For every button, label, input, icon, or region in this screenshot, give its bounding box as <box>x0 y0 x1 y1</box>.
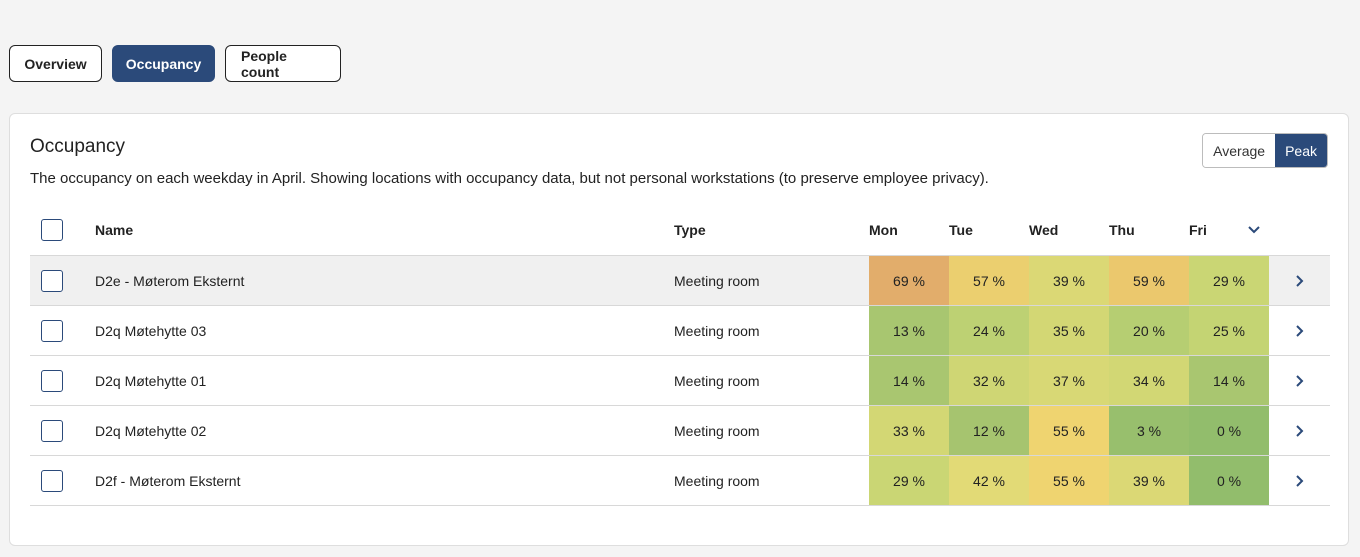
occupancy-mon: 69 % <box>869 255 949 306</box>
location-name: D2q Møtehytte 02 <box>95 405 674 456</box>
occupancy-tue: 57 % <box>949 255 1029 306</box>
column-header-thu[interactable]: Thu <box>1109 205 1189 256</box>
card-description: The occupancy on each weekday in April. … <box>30 170 989 187</box>
location-type: Meeting room <box>674 355 869 406</box>
column-header-fri[interactable]: Fri <box>1189 222 1207 238</box>
row-checkbox[interactable] <box>41 369 63 392</box>
table-row[interactable]: D2q Møtehytte 03 Meeting room 13 % 24 % … <box>30 305 1330 356</box>
occupancy-tue: 42 % <box>949 455 1029 506</box>
chevron-right-icon[interactable] <box>1269 424 1330 438</box>
occupancy-wed: 39 % <box>1029 255 1109 306</box>
chevron-right-icon[interactable] <box>1269 374 1330 388</box>
occupancy-fri: 14 % <box>1189 355 1269 406</box>
occupancy-mon: 14 % <box>869 355 949 406</box>
column-header-mon[interactable]: Mon <box>869 205 949 256</box>
occupancy-table: Name Type Mon Tue Wed Thu Fri <box>30 205 1330 506</box>
occupancy-wed: 35 % <box>1029 305 1109 356</box>
column-header-name[interactable]: Name <box>95 205 674 256</box>
occupancy-card: Occupancy The occupancy on each weekday … <box>9 113 1349 546</box>
chevron-right-icon[interactable] <box>1269 474 1330 488</box>
location-type: Meeting room <box>674 255 869 306</box>
table-row[interactable]: D2e - Møterom Eksternt Meeting room 69 %… <box>30 255 1330 306</box>
peak-toggle-button[interactable]: Peak <box>1275 134 1327 167</box>
table-header-row: Name Type Mon Tue Wed Thu Fri <box>30 205 1330 256</box>
location-type: Meeting room <box>674 455 869 506</box>
location-name: D2q Møtehytte 03 <box>95 305 674 356</box>
column-header-tue[interactable]: Tue <box>949 205 1029 256</box>
occupancy-fri: 0 % <box>1189 405 1269 456</box>
table-row[interactable]: D2q Møtehytte 02 Meeting room 33 % 12 % … <box>30 405 1330 456</box>
occupancy-tue: 12 % <box>949 405 1029 456</box>
occupancy-tue: 32 % <box>949 355 1029 406</box>
location-name: D2e - Møterom Eksternt <box>95 255 674 306</box>
select-all-checkbox[interactable] <box>41 219 63 241</box>
occupancy-wed: 37 % <box>1029 355 1109 406</box>
occupancy-thu: 3 % <box>1109 405 1189 456</box>
column-header-type[interactable]: Type <box>674 205 869 256</box>
average-peak-toggle: Average Peak <box>1202 133 1328 168</box>
occupancy-mon: 33 % <box>869 405 949 456</box>
occupancy-fri: 29 % <box>1189 255 1269 306</box>
location-type: Meeting room <box>674 405 869 456</box>
chevron-right-icon[interactable] <box>1269 274 1330 288</box>
occupancy-thu: 34 % <box>1109 355 1189 406</box>
occupancy-thu: 59 % <box>1109 255 1189 306</box>
row-checkbox[interactable] <box>41 419 63 442</box>
occupancy-fri: 25 % <box>1189 305 1269 356</box>
column-header-wed[interactable]: Wed <box>1029 205 1109 256</box>
location-name: D2f - Møterom Eksternt <box>95 455 674 506</box>
chevron-down-icon[interactable] <box>1247 222 1261 238</box>
occupancy-wed: 55 % <box>1029 405 1109 456</box>
occupancy-mon: 29 % <box>869 455 949 506</box>
occupancy-thu: 20 % <box>1109 305 1189 356</box>
occupancy-fri: 0 % <box>1189 455 1269 506</box>
location-name: D2q Møtehytte 01 <box>95 355 674 406</box>
row-checkbox[interactable] <box>41 319 63 342</box>
row-checkbox[interactable] <box>41 469 63 492</box>
occupancy-wed: 55 % <box>1029 455 1109 506</box>
average-toggle-button[interactable]: Average <box>1203 134 1276 167</box>
occupancy-tue: 24 % <box>949 305 1029 356</box>
occupancy-mon: 13 % <box>869 305 949 356</box>
card-title: Occupancy <box>30 136 126 157</box>
view-tabs: Overview Occupancy People count <box>9 45 341 82</box>
tab-overview[interactable]: Overview <box>9 45 102 82</box>
chevron-right-icon[interactable] <box>1269 324 1330 338</box>
row-checkbox[interactable] <box>41 269 63 292</box>
tab-occupancy[interactable]: Occupancy <box>112 45 215 82</box>
table-row[interactable]: D2q Møtehytte 01 Meeting room 14 % 32 % … <box>30 355 1330 406</box>
location-type: Meeting room <box>674 305 869 356</box>
table-row[interactable]: D2f - Møterom Eksternt Meeting room 29 %… <box>30 455 1330 506</box>
tab-people-count[interactable]: People count <box>225 45 341 82</box>
occupancy-thu: 39 % <box>1109 455 1189 506</box>
